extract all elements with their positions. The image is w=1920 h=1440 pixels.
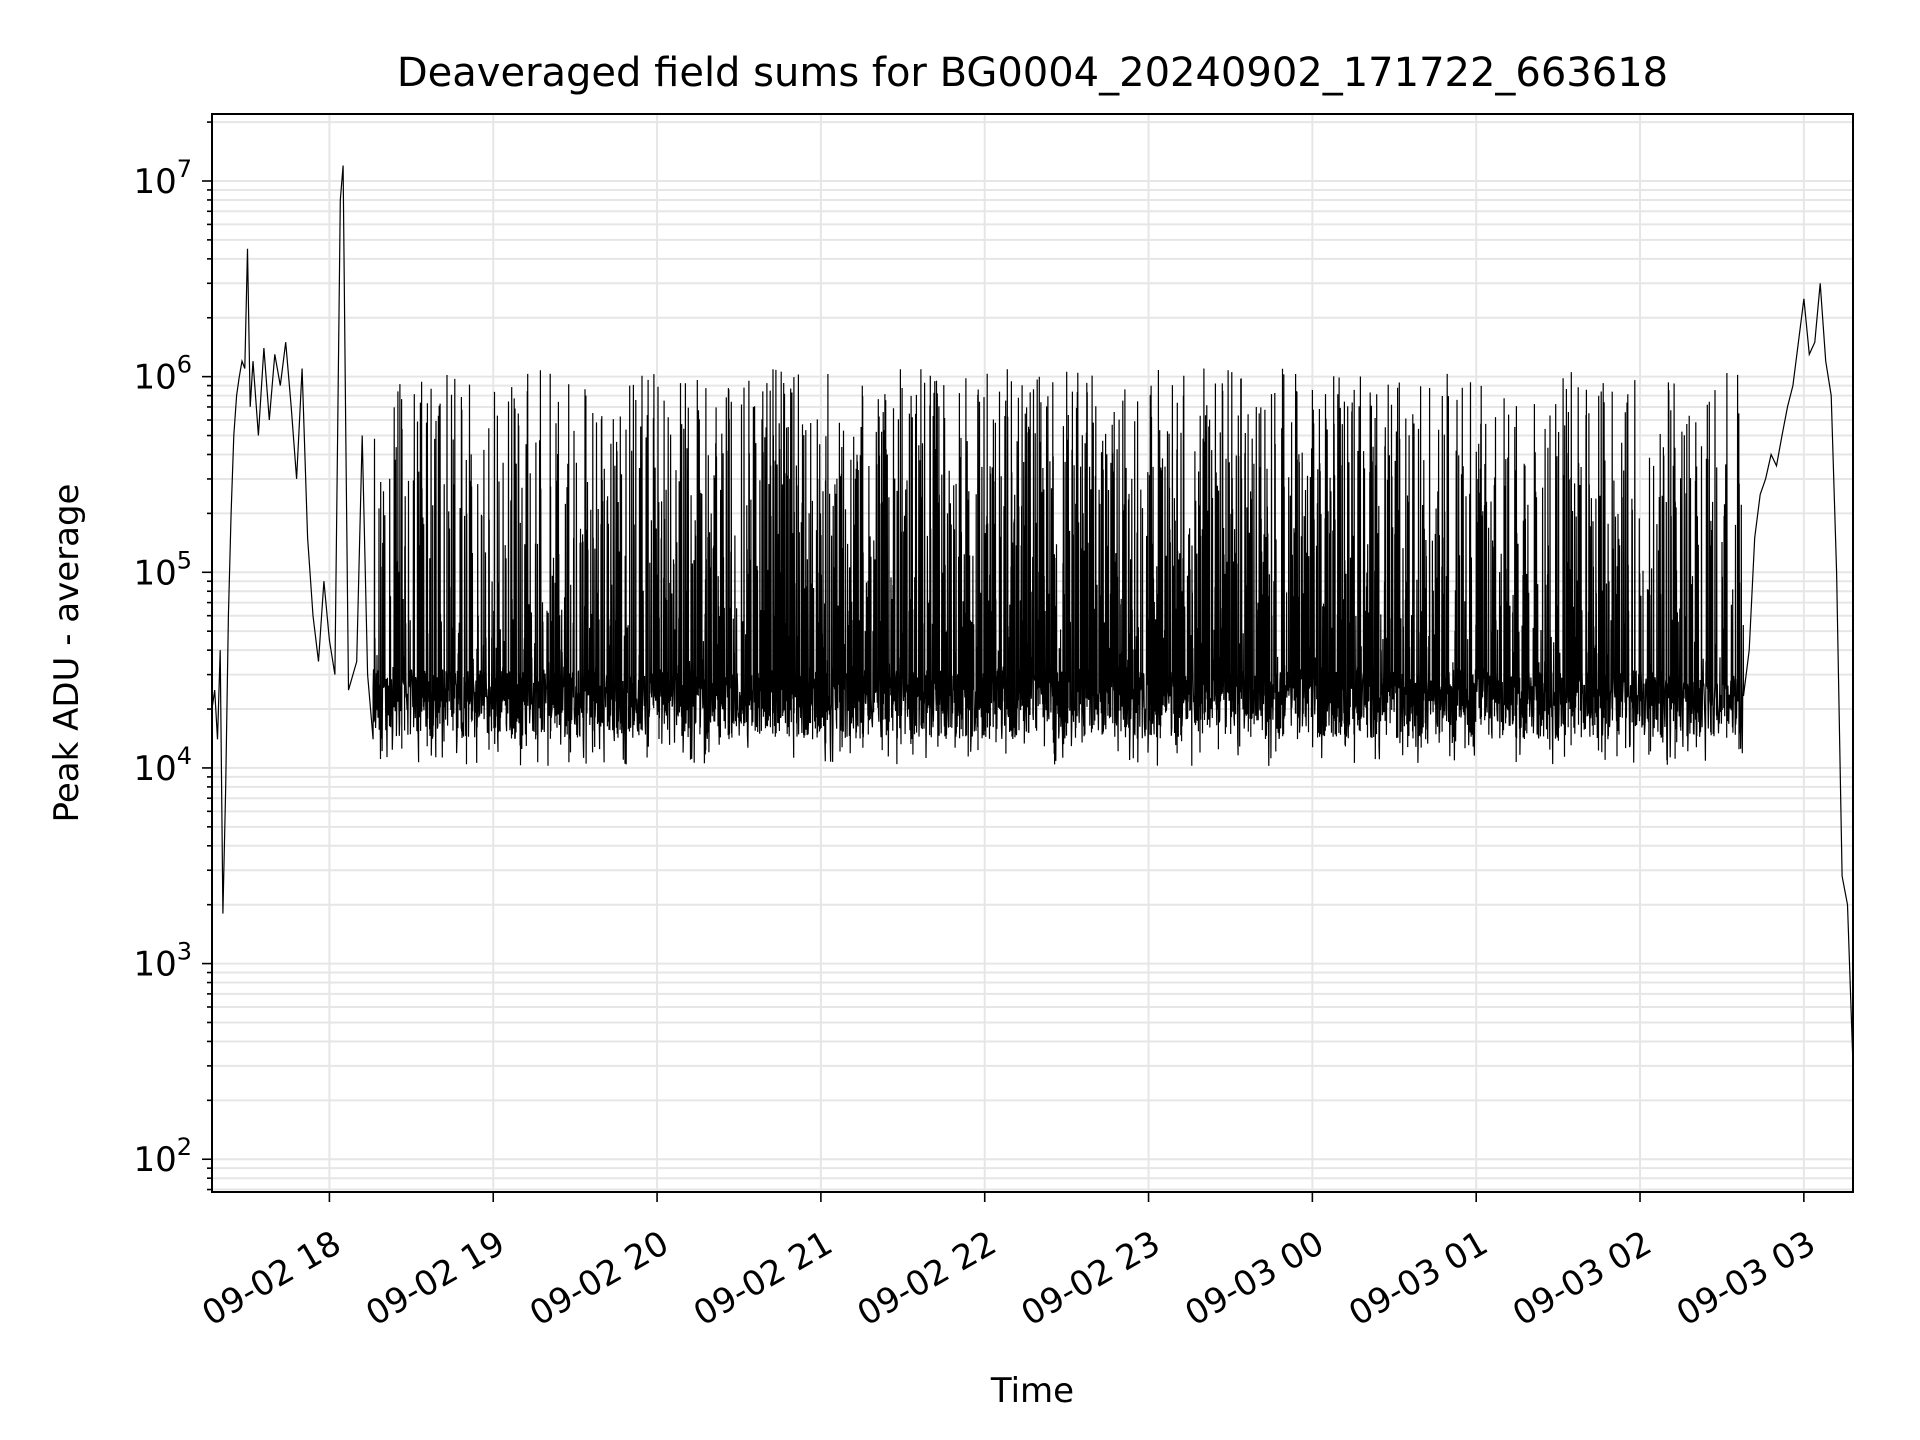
y-tick-label: 106 <box>133 351 192 398</box>
x-tick-label: 09-02 23 <box>1015 1223 1167 1334</box>
series-layer <box>211 165 1854 1066</box>
x-tick-label: 09-03 00 <box>1178 1223 1330 1334</box>
y-tick-label: 107 <box>133 155 192 202</box>
x-tick-label: 09-03 01 <box>1342 1223 1494 1334</box>
series-line <box>211 165 1854 1066</box>
x-tick-label: 09-03 02 <box>1506 1223 1658 1334</box>
x-tick-label: 09-03 03 <box>1670 1223 1822 1334</box>
x-tick-label: 09-02 22 <box>851 1223 1003 1334</box>
x-axis-label: Time <box>990 1371 1074 1411</box>
x-tick-label: 09-02 18 <box>196 1223 348 1334</box>
plot-frame <box>211 113 1854 1193</box>
x-tick-label: 09-02 20 <box>523 1223 675 1334</box>
y-tick-label: 104 <box>133 742 192 789</box>
y-axis-label: Peak ADU - average <box>47 484 87 823</box>
y-tick-label: 102 <box>133 1133 192 1180</box>
x-tick-label: 09-02 19 <box>359 1223 511 1334</box>
y-tick-label: 105 <box>133 546 192 593</box>
x-tick-label: 09-02 21 <box>687 1223 839 1334</box>
chart-title: Deaveraged field sums for BG0004_2024090… <box>397 50 1668 96</box>
y-tick-label: 103 <box>133 938 192 985</box>
